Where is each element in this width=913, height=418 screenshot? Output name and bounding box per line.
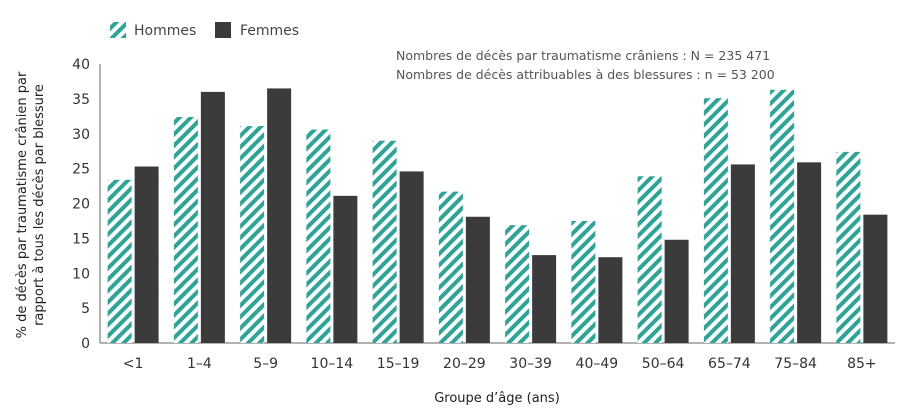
legend-label-hommes: Hommes xyxy=(134,23,196,39)
bar-hommes xyxy=(306,129,331,343)
legend: Hommes Femmes xyxy=(110,22,299,39)
x-tick-label: 65–74 xyxy=(708,356,751,372)
x-tick-label: <1 xyxy=(123,356,144,372)
note-line-2: Nombres de décès attribuables à des bles… xyxy=(396,67,775,82)
x-tick-labels: <1 1–4 5–9 10–14 15–19 20–29 30–39 40–49 50–64 65… xyxy=(123,356,877,372)
x-tick-label: 5–9 xyxy=(253,356,278,372)
bar-hommes xyxy=(637,176,662,343)
bar-hommes xyxy=(703,98,728,344)
bar-femmes xyxy=(465,216,490,343)
bar-hommes xyxy=(173,117,198,343)
bar-hommes xyxy=(372,140,397,343)
x-tick-label: 85+ xyxy=(847,356,877,372)
bar-hommes xyxy=(438,191,463,343)
y-tick-label: 0 xyxy=(81,336,90,352)
bar-hommes xyxy=(836,151,861,343)
bar-femmes xyxy=(399,171,424,343)
x-tick-label: 50–64 xyxy=(642,356,685,372)
y-tick-label: 20 xyxy=(72,197,90,213)
bar-femmes xyxy=(267,88,292,343)
x-tick-label: 40–49 xyxy=(576,356,619,372)
bar-femmes xyxy=(664,239,689,343)
legend-label-femmes: Femmes xyxy=(240,23,299,39)
bar-hommes xyxy=(505,225,530,343)
bar-femmes xyxy=(598,257,623,343)
y-tick-label: 15 xyxy=(72,231,90,247)
bar-femmes xyxy=(333,195,358,343)
legend-swatch-hommes xyxy=(110,22,126,38)
y-tick-labels: 0 5 10 15 20 25 30 35 40 xyxy=(72,57,90,352)
bar-hommes xyxy=(770,89,795,344)
bars xyxy=(107,88,888,344)
x-tick-label: 1–4 xyxy=(187,356,212,372)
bar-femmes xyxy=(532,255,557,343)
bar-femmes xyxy=(200,91,225,344)
legend-swatch-femmes xyxy=(215,22,231,38)
y-axis-title-line-1: % de décès par traumatisme crânien par xyxy=(15,71,30,338)
y-tick-label: 25 xyxy=(72,162,90,178)
bar-femmes xyxy=(797,162,822,343)
note-line-1: Nombres de décès par traumatisme crânien… xyxy=(396,48,770,63)
notes-box: Nombres de décès par traumatisme crânien… xyxy=(388,44,780,86)
bar-hommes xyxy=(571,220,596,343)
bar-femmes xyxy=(863,214,888,343)
x-axis-title: Groupe d’âge (ans) xyxy=(434,391,560,406)
bar-femmes xyxy=(134,166,159,343)
y-tick-label: 35 xyxy=(72,92,90,108)
y-tick-label: 30 xyxy=(72,127,90,143)
bar-hommes xyxy=(240,126,265,343)
bar-femmes xyxy=(730,164,755,343)
y-tick-label: 5 xyxy=(81,301,90,317)
x-tick-label: 30–39 xyxy=(509,356,552,372)
y-axis-title-line-2: rapport à tous les décès par blessure xyxy=(32,84,47,326)
x-tick-label: 10–14 xyxy=(311,356,354,372)
bar-hommes xyxy=(107,179,132,343)
x-tick-label: 15–19 xyxy=(377,356,420,372)
x-tick-label: 75–84 xyxy=(774,356,817,372)
notes-background xyxy=(388,44,780,86)
y-tick-label: 40 xyxy=(72,57,90,73)
y-axis-title: % de décès par traumatisme crânien par r… xyxy=(15,71,47,338)
y-tick-label: 10 xyxy=(72,266,90,282)
x-tick-label: 20–29 xyxy=(443,356,486,372)
